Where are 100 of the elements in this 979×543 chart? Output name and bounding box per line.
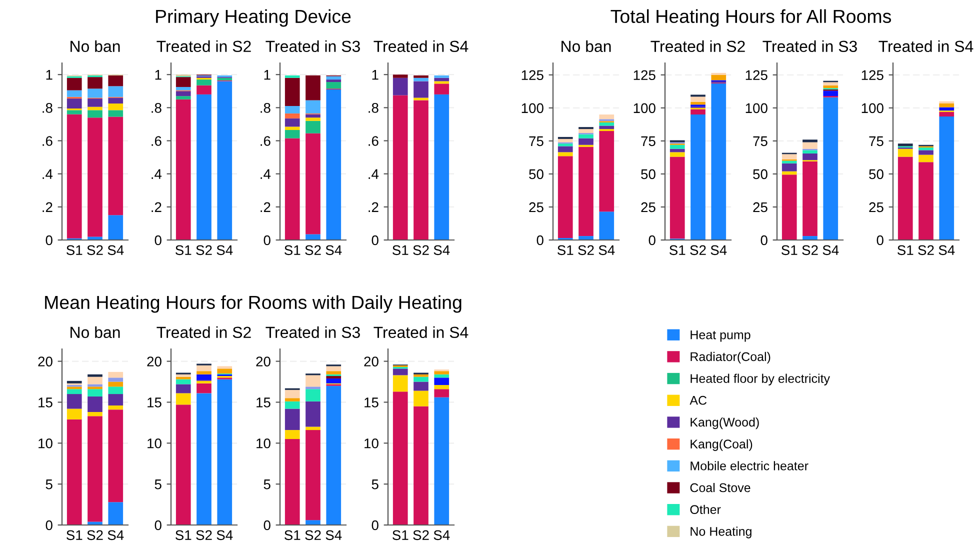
x-tick-label: S1 [284,245,300,256]
x-tick-label: S4 [434,245,450,256]
y-tick-label: 0 [264,235,270,246]
chart-title: No ban [70,40,120,52]
y-tick-label: .2 [152,202,162,212]
y-tick-label: 50 [753,169,768,180]
y-tick-label: 50 [869,169,884,180]
y-tick-label: 15 [38,398,52,408]
legend-label: Coal Stove [690,482,750,492]
x-tick-label: S4 [108,530,124,540]
chart-title: Treated in S4 [878,40,974,52]
legend-label: AC [690,396,707,405]
x-tick-label: S1 [670,245,686,256]
y-tick-label: 0 [154,235,162,246]
y-tick-label: 20 [147,356,162,366]
y-tick-label: .4 [152,169,162,179]
y-tick-label: .6 [260,136,270,146]
y-tick-label: .8 [42,103,52,113]
y-tick-label: 0 [536,235,544,246]
x-tick-label: S2 [918,245,934,256]
y-tick-label: 0 [876,235,884,246]
y-tick-label: 50 [529,169,544,180]
legend-label: Radiator(Coal) [690,352,770,364]
x-tick-label: S2 [87,245,103,256]
y-tick-label: 15 [256,398,270,408]
y-tick-label: 125 [634,70,656,80]
y-tick-label: 25 [753,202,768,212]
y-tick-label: 1 [372,70,378,80]
x-tick-label: S4 [710,245,727,256]
x-tick-label: S1 [782,245,798,256]
x-tick-label: S2 [690,245,706,256]
y-tick-label: .6 [152,136,162,146]
y-tick-label: 1 [155,70,162,80]
y-tick-label: 10 [364,438,378,448]
x-tick-label: S4 [326,245,342,256]
y-tick-label: 100 [522,103,544,114]
y-tick-label: .6 [42,136,52,146]
y-tick-label: 25 [869,202,884,212]
y-tick-label: 20 [38,356,52,366]
x-tick-label: S4 [598,245,615,256]
y-tick-label: 1 [46,70,52,80]
y-tick-label: 25 [529,202,544,212]
x-tick-label: S1 [284,530,300,540]
x-tick-label: S2 [413,530,429,540]
y-tick-label: .4 [368,169,379,179]
y-tick-label: .2 [42,202,52,212]
chart-title: Treated in S2 [156,40,251,52]
text: Total Heating Hours for All Rooms [610,9,892,27]
y-tick-label: 15 [364,398,378,408]
y-tick-label: 0 [154,520,162,530]
x-tick-label: S4 [216,530,233,540]
x-tick-label: S4 [938,245,955,256]
y-tick-label: 100 [746,103,768,114]
y-tick-label: 10 [38,438,52,448]
x-tick-label: S4 [326,530,342,540]
chart-title: Treated in S3 [266,326,360,338]
y-tick-label: 0 [372,520,378,530]
y-tick-label: 75 [753,136,768,146]
y-tick-label: 5 [372,480,378,490]
legend-label: No Heating [690,526,752,538]
chart-title: No ban [562,40,611,52]
y-tick-label: 1 [264,70,270,80]
y-tick-label: 10 [148,438,162,448]
y-tick-label: 75 [529,136,544,146]
x-tick-label: S1 [176,530,192,540]
chart-title: Treated in S4 [374,326,468,338]
y-tick-label: 15 [148,398,162,408]
chart-title: Treated in S2 [156,326,251,338]
x-tick-label: S4 [216,245,233,256]
x-tick-label: S1 [66,530,82,540]
legend-label: Heat pump [690,330,750,342]
y-tick-label: 0 [46,520,52,530]
x-tick-label: S1 [558,245,574,256]
x-tick-label: S2 [413,245,429,256]
legend-label: Mobile electric heater [690,461,808,470]
x-tick-label: S1 [392,245,408,256]
text: Mean Heating Hours for Rooms with Daily Heating [45,295,462,313]
y-tick-label: 0 [264,520,270,530]
y-tick-label: 75 [641,136,656,146]
chart-title: Treated in S2 [650,40,745,52]
y-tick-label: 0 [372,235,378,246]
y-tick-label: 100 [862,103,884,114]
x-tick-label: S1 [392,530,408,540]
y-tick-label: 5 [154,480,162,490]
x-tick-label: S2 [87,530,103,540]
y-tick-label: 20 [256,356,270,366]
x-tick-label: S4 [108,245,124,256]
y-tick-label: 50 [641,169,656,180]
y-tick-label: .4 [42,169,53,179]
y-tick-label: 0 [648,235,656,246]
chart-title: Treated in S3 [266,40,360,52]
y-tick-label: 5 [46,480,52,490]
x-tick-label: S4 [434,530,450,540]
x-tick-label: S2 [578,245,594,256]
y-tick-label: .6 [368,136,378,146]
legend-label: Other [690,504,721,514]
y-tick-label: 100 [634,103,656,114]
x-tick-label: S1 [898,245,914,256]
x-tick-label: S2 [196,530,212,540]
chart-title: Treated in S3 [762,40,857,52]
